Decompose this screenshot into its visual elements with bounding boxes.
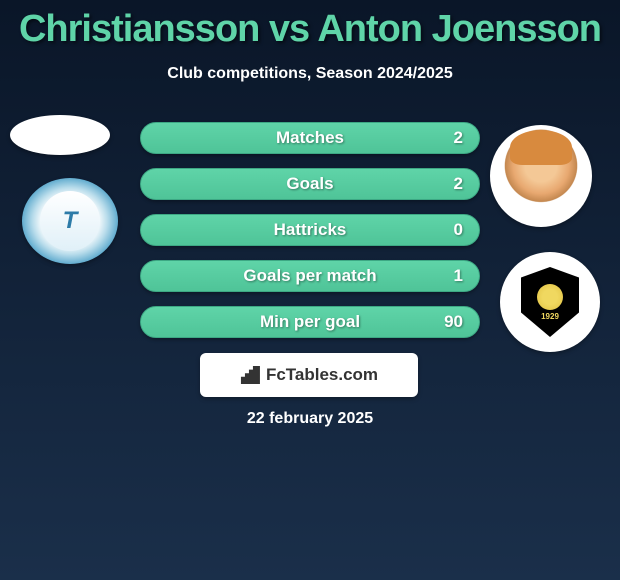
stat-bar-goals: Goals 2: [140, 168, 480, 200]
player-left-club-logo: T: [22, 178, 118, 264]
stat-bar-min-per-goal: Min per goal 90: [140, 306, 480, 338]
stat-value: 1: [454, 266, 463, 286]
stat-label: Min per goal: [260, 312, 360, 332]
comparison-subtitle: Club competitions, Season 2024/2025: [0, 65, 620, 83]
stat-bar-goals-per-match: Goals per match 1: [140, 260, 480, 292]
player-right-club-logo: 1929: [500, 252, 600, 352]
shield-emblem: [537, 284, 563, 310]
stat-value: 2: [454, 174, 463, 194]
shield-icon: 1929: [521, 267, 579, 337]
stat-value: 0: [454, 220, 463, 240]
player-left-avatar: [10, 115, 110, 155]
shield-year: 1929: [541, 312, 559, 321]
stat-label: Hattricks: [274, 220, 347, 240]
club-logo-letter: T: [40, 191, 100, 251]
stat-value: 2: [454, 128, 463, 148]
stat-value: 90: [444, 312, 463, 332]
comparison-date: 22 february 2025: [0, 410, 620, 428]
stat-label: Matches: [276, 128, 344, 148]
player-right-avatar: [490, 125, 592, 227]
stat-label: Goals per match: [243, 266, 376, 286]
comparison-title: Christiansson vs Anton Joensson: [0, 0, 620, 51]
stat-bar-matches: Matches 2: [140, 122, 480, 154]
brand-chart-icon: [240, 366, 260, 384]
stat-label: Goals: [286, 174, 333, 194]
stats-bars: Matches 2 Goals 2 Hattricks 0 Goals per …: [140, 122, 480, 352]
stat-bar-hattricks: Hattricks 0: [140, 214, 480, 246]
brand-name: FcTables.com: [266, 365, 378, 385]
brand-box[interactable]: FcTables.com: [200, 353, 418, 397]
